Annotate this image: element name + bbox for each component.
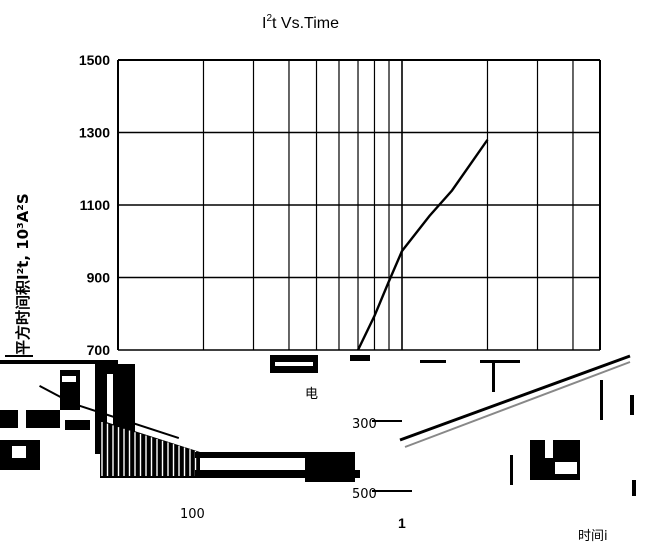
glitch-gap xyxy=(12,446,26,458)
glitch-block xyxy=(350,355,370,361)
glitch-block xyxy=(305,452,355,482)
overlay-label-1: 1 xyxy=(398,515,406,531)
glitch-line xyxy=(492,362,495,392)
glitch-line xyxy=(632,480,636,496)
y-axis-label: 平方时间积I²t, 10³A²S xyxy=(14,193,32,355)
glitch-block xyxy=(0,410,60,428)
glitch-diagonal xyxy=(399,354,631,442)
glitch-line xyxy=(600,380,603,420)
glitch-hatch xyxy=(101,422,197,476)
glitch-gap xyxy=(18,410,26,428)
glitch-bar xyxy=(195,452,305,458)
overlay-fragment-top: 电 xyxy=(305,387,318,402)
y-tick-labels: 1500 1300 1100 900 700 xyxy=(79,52,110,358)
glitch-line xyxy=(372,490,412,492)
series-line xyxy=(356,250,404,351)
glitch-bar xyxy=(195,470,360,478)
glitch-line xyxy=(64,400,180,439)
series-curve xyxy=(356,139,489,351)
chart-title: I2t Vs.Time xyxy=(262,13,339,32)
glitch-wedge xyxy=(100,420,200,478)
glitch-line xyxy=(5,355,33,357)
glitch-gap xyxy=(62,376,76,382)
glitch-bar xyxy=(0,360,118,364)
x-axis-label: 时间i xyxy=(578,529,608,544)
overlay-label-300: 300 xyxy=(352,417,377,432)
glitch-diagonal xyxy=(404,361,631,448)
plot-grid xyxy=(117,59,601,351)
glitch-line xyxy=(480,360,520,363)
glitch-gap xyxy=(555,462,577,474)
y-tick-label: 700 xyxy=(87,342,111,358)
y-tick-label: 1500 xyxy=(79,52,110,68)
y-tick-label: 1300 xyxy=(79,125,110,141)
y-tick-label: 900 xyxy=(87,270,111,286)
overlay-label-500: 500 xyxy=(352,487,377,502)
glitch-block xyxy=(65,420,90,430)
series-line xyxy=(401,139,489,252)
glitch-line xyxy=(420,360,446,363)
glitch-gap xyxy=(107,374,113,454)
y-tick-label: 1100 xyxy=(80,197,111,213)
glitch-gap xyxy=(275,362,313,366)
glitch-line xyxy=(630,395,634,415)
glitch-line xyxy=(372,420,402,422)
glitch-line xyxy=(510,455,513,485)
distorted-overlay: 电 300 500 100 1 时间i xyxy=(0,354,636,544)
glitch-gap xyxy=(545,440,553,458)
overlay-label-100: 100 xyxy=(180,507,205,522)
